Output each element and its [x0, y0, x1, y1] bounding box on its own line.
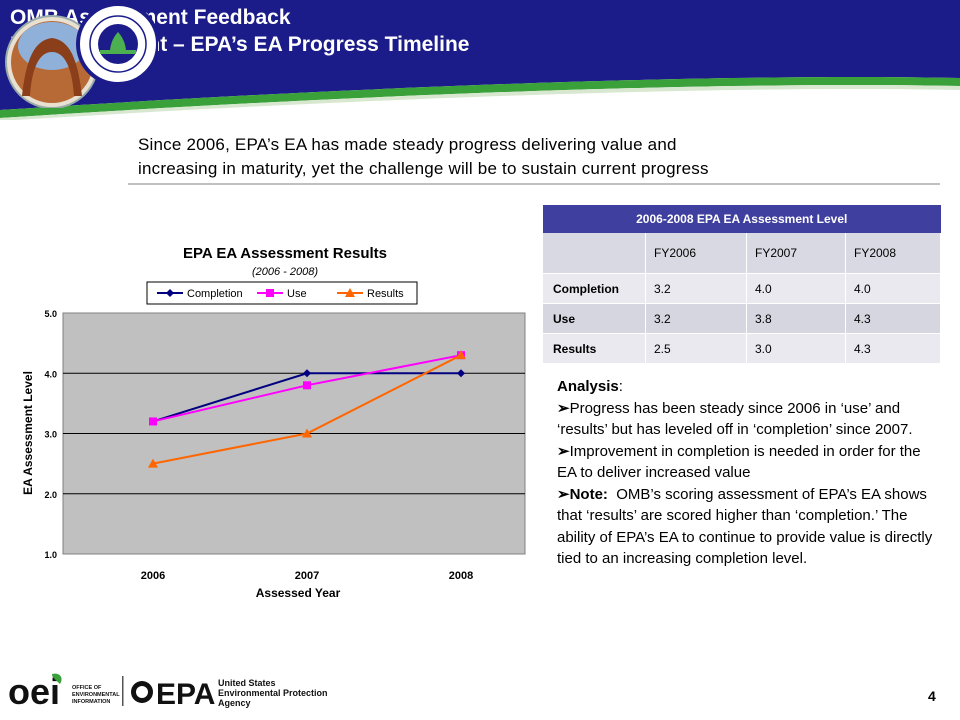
table-year-header: FY2007: [746, 233, 846, 274]
assessment-level-table: 2006-2008 EPA EA Assessment Level FY2006…: [543, 205, 941, 363]
epa-seal-logo: [5, 2, 158, 108]
page-number: 4: [928, 688, 936, 704]
oei-caption-2: ENVIRONMENTAL: [72, 692, 120, 698]
table-cell: 2.5: [645, 333, 747, 363]
table-year-row: FY2006 FY2007 FY2008: [543, 233, 941, 274]
oei-logo-text: oei: [8, 672, 60, 712]
table-row-label: Results: [543, 333, 646, 363]
y-axis-label: EA Assessment Level: [21, 371, 35, 495]
y-tick-label: 5.0: [44, 309, 57, 319]
arrow-bullet-icon: ➢: [557, 399, 570, 417]
table-cell: 3.0: [746, 333, 846, 363]
arrow-bullet-icon: ➢: [557, 485, 570, 503]
x-axis-label: Assessed Year: [256, 586, 341, 600]
y-tick-label: 4.0: [44, 369, 57, 379]
legend-marker: [345, 288, 355, 297]
table-cell: 4.3: [845, 333, 941, 363]
oei-caption-3: INFORMATION: [72, 699, 110, 705]
subtitle-divider: [128, 183, 940, 185]
analysis-heading-colon: :: [618, 378, 623, 395]
analysis-heading-line: Analysis:: [557, 376, 942, 398]
analysis-bullet: ➢Improvement in completion is needed in …: [557, 441, 942, 484]
y-tick-label: 2.0: [44, 490, 57, 500]
table-year-header: FY2006: [645, 233, 747, 274]
leaf-icon: [52, 673, 62, 684]
table-row: Use 3.2 3.8 4.3: [543, 303, 941, 334]
epa-logo: EPA United States Environmental Protecti…: [131, 678, 328, 711]
x-tick-label: 2007: [295, 570, 319, 582]
table-row-label: Completion: [543, 273, 646, 304]
data-point-results: [148, 458, 158, 468]
table-row: Completion 3.2 4.0 4.0: [543, 273, 941, 304]
bullet-text: OMB’s scoring assessment of EPA’s EA sho…: [557, 485, 937, 568]
note-label: Note:: [569, 485, 608, 503]
bullet-text: Improvement in completion is needed in o…: [557, 442, 921, 482]
bullet-text: Progress has been steady since 2006 in ‘…: [557, 399, 913, 439]
legend-label: Use: [287, 288, 307, 300]
chart-legend: Completion Use Results: [157, 288, 404, 300]
table-cell: 4.3: [845, 303, 941, 334]
table-row-label: Use: [543, 303, 646, 334]
analysis-bullet: ➢Progress has been steady since 2006 in …: [557, 398, 942, 441]
chart-series: [148, 350, 466, 468]
x-tick-label: 2008: [449, 570, 473, 582]
table-header-row: 2006-2008 EPA EA Assessment Level: [543, 205, 941, 233]
footer-divider: [122, 676, 124, 706]
oei-logo: oei OFFICE OF ENVIRONMENTAL INFORMATION: [8, 672, 120, 712]
slide-header: OMB Assessment Feedback EA Assessment – …: [0, 0, 960, 120]
header-banner: [0, 0, 960, 120]
assessment-line-chart: EPA EA Assessment Results (2006 - 2008) …: [21, 245, 526, 600]
chart-subtitle: (2006 - 2008): [252, 266, 318, 278]
table-row: Results 2.5 3.0 4.3: [543, 333, 941, 363]
y-tick-label: 1.0: [44, 550, 57, 560]
subtitle-line-2: increasing in maturity, yet the challeng…: [138, 159, 709, 178]
table-title: 2006-2008 EPA EA Assessment Level: [543, 205, 941, 233]
epa-logo-text: EPA: [156, 678, 215, 711]
table-corner-cell: [543, 233, 646, 274]
data-point-results: [456, 350, 466, 360]
footer-logos: oei OFFICE OF ENVIRONMENTAL INFORMATION …: [8, 672, 328, 712]
data-point-completion: [457, 369, 465, 378]
epa-caption-3: Agency: [218, 698, 251, 708]
data-point-completion: [303, 369, 311, 378]
x-tick-label: 2006: [141, 570, 165, 582]
epa-caption-2: Environmental Protection: [218, 688, 328, 698]
table-year-header: FY2008: [845, 233, 941, 274]
data-point-use: [149, 417, 157, 426]
x-axis-ticks: 2006 2007 2008: [141, 570, 473, 582]
table-cell: 3.8: [746, 303, 846, 334]
legend-label: Results: [367, 288, 404, 300]
slide-subtitle: Since 2006, EPA’s EA has made steady pro…: [138, 133, 898, 181]
analysis-heading: Analysis: [557, 378, 619, 395]
data-point-use: [303, 381, 311, 390]
y-tick-label: 3.0: [44, 430, 57, 440]
legend-marker: [266, 289, 274, 297]
table-cell: 3.2: [645, 273, 747, 304]
table-cell: 4.0: [746, 273, 846, 304]
epa-caption-1: United States: [218, 678, 276, 688]
analysis-block: Analysis: ➢Progress has been steady sinc…: [557, 376, 942, 570]
table-cell: 4.0: [845, 273, 941, 304]
legend-label: Completion: [187, 288, 243, 300]
analysis-bullet: ➢Note: OMB’s scoring assessment of EPA’s…: [557, 484, 942, 570]
legend-marker: [166, 289, 174, 297]
table-cell: 3.2: [645, 303, 747, 334]
subtitle-line-1: Since 2006, EPA’s EA has made steady pro…: [138, 135, 677, 154]
data-point-results: [302, 428, 312, 438]
y-axis-ticks: 1.0 2.0 3.0 4.0 5.0: [44, 309, 57, 560]
chart-title: EPA EA Assessment Results: [183, 245, 387, 262]
arrow-bullet-icon: ➢: [557, 442, 570, 460]
oei-caption-1: OFFICE OF: [72, 685, 102, 691]
